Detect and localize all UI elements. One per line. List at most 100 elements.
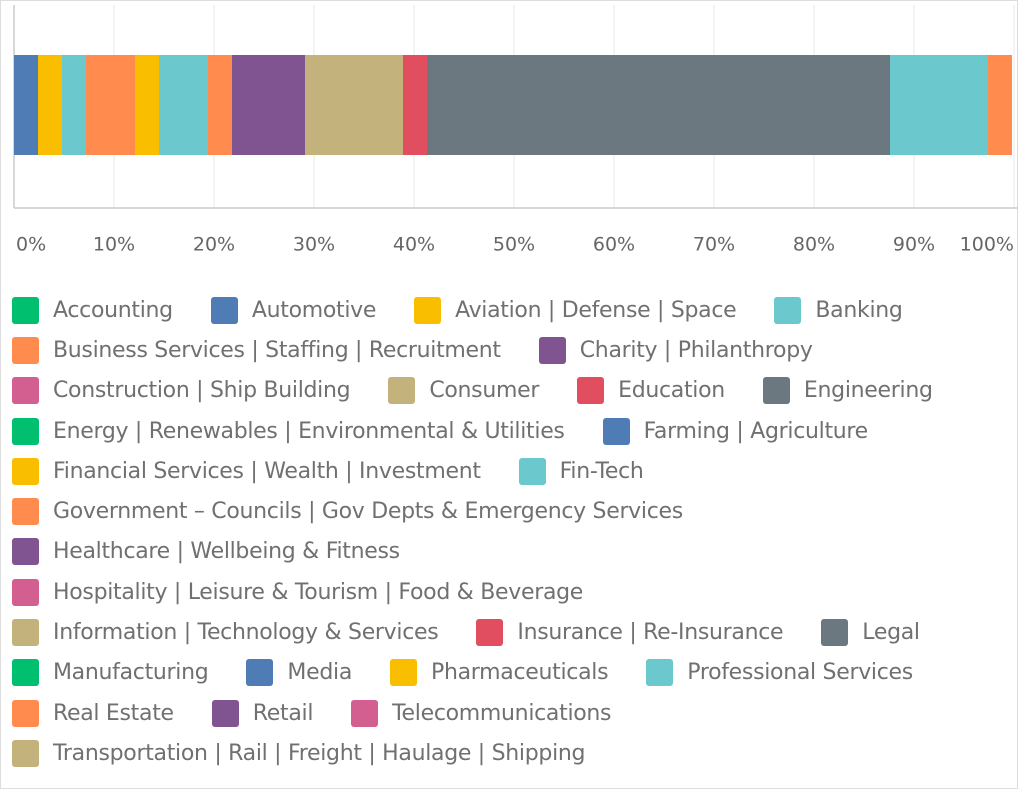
legend-row: Healthcare | Wellbeing & Fitness (12, 532, 1012, 572)
legend-label: Retail (252, 700, 314, 726)
legend-item: Charity | Philanthropy (538, 336, 813, 364)
legend-item: Education (577, 377, 725, 405)
x-tick-label: 0% (16, 234, 46, 256)
bar-segment (38, 55, 62, 155)
legend-item: Financial Services | Wealth | Investment (12, 457, 481, 485)
legend-swatch (762, 377, 790, 405)
legend-swatch (12, 377, 39, 405)
x-tick-label: 80% (793, 234, 835, 256)
legend-swatch (602, 417, 630, 445)
legend-swatch (12, 498, 39, 526)
legend-label: Legal (862, 620, 920, 646)
legend-row: Business Services | Staffing | Recruitme… (12, 330, 1012, 370)
legend-swatch (414, 296, 442, 324)
legend-swatch (821, 619, 849, 647)
legend-swatch (476, 619, 504, 647)
legend-item: Pharmaceuticals (390, 659, 609, 687)
legend-item: Real Estate (12, 699, 174, 727)
legend-label: Financial Services | Wealth | Investment (53, 458, 481, 484)
legend-swatch (12, 578, 39, 606)
legend-label: Energy | Renewables | Environmental & Ut… (53, 418, 565, 444)
legend-swatch (12, 699, 39, 727)
x-tick-label: 10% (93, 234, 135, 256)
legend-row: Hospitality | Leisure & Tourism | Food &… (12, 572, 1012, 612)
legend-item: Telecommunications (351, 699, 612, 727)
legend-label: Government – Councils | Gov Depts & Emer… (53, 499, 683, 525)
x-tick-label: 30% (293, 234, 335, 256)
legend-item: Media (246, 659, 352, 687)
bar-segment (427, 55, 890, 155)
legend-item: Manufacturing (12, 659, 209, 687)
legend-item: Energy | Renewables | Environmental & Ut… (12, 417, 565, 445)
legend-item: Engineering (762, 377, 933, 405)
legend-label: Education (618, 378, 725, 404)
legend-label: Insurance | Re-Insurance (517, 620, 784, 646)
legend-swatch (12, 336, 39, 364)
legend-swatch (390, 659, 417, 687)
legend-row: Financial Services | Wealth | Investment… (12, 451, 1012, 491)
legend-label: Aviation | Defense | Space (455, 297, 737, 323)
legend-item: Automotive (210, 296, 377, 324)
legend-label: Telecommunications (392, 700, 612, 726)
legend-item: Accounting (12, 296, 173, 324)
legend-swatch (210, 296, 238, 324)
legend-label: Healthcare | Wellbeing & Fitness (53, 539, 400, 565)
legend-label: Engineering (803, 378, 933, 404)
legend-swatch (12, 417, 39, 445)
legend-swatch (538, 336, 566, 364)
legend-swatch (12, 619, 39, 647)
legend-swatch (774, 296, 802, 324)
bar-segment (988, 55, 1012, 155)
legend-swatch (12, 538, 39, 566)
chart: 0% 10% 20% 30% 40% 50% 60% 70% 80% 90% 100% (13, 5, 1018, 256)
legend-row: Accounting Automotive Aviation | Defense |… (12, 290, 1012, 330)
legend-row: Real Estate Retail Telecommunications (12, 693, 1012, 733)
legend-swatch (12, 739, 39, 767)
legend-label: Banking (815, 297, 903, 323)
bar-segment (305, 55, 403, 155)
legend-label: Media (287, 660, 352, 686)
x-tick-label: 50% (493, 234, 535, 256)
legend-swatch (388, 377, 416, 405)
legend-item: Aviation | Defense | Space (414, 296, 737, 324)
bar-segment (62, 55, 86, 155)
legend-label: Fin-Tech (559, 458, 644, 484)
bar-segment (890, 55, 988, 155)
bar-segment (208, 55, 232, 155)
legend-swatch (518, 457, 546, 485)
x-tick-label: 90% (893, 234, 935, 256)
legend-swatch (12, 659, 39, 687)
bar-segment (159, 55, 208, 155)
x-tick-label: 20% (193, 234, 235, 256)
legend-item: Banking (774, 296, 903, 324)
legend-item: Retail (211, 699, 314, 727)
legend-item: Legal (821, 619, 920, 647)
bar-segment (14, 55, 38, 155)
legend-item: Farming | Agriculture (602, 417, 869, 445)
legend-label: Business Services | Staffing | Recruitme… (53, 337, 501, 363)
legend-label: Pharmaceuticals (431, 660, 609, 686)
legend-swatch (12, 457, 39, 485)
legend-item: Hospitality | Leisure & Tourism | Food &… (12, 578, 584, 606)
legend-item: Information | Technology & Services (12, 619, 439, 647)
legend-label: Transportation | Rail | Freight | Haulag… (53, 740, 586, 766)
legend-label: Manufacturing (53, 660, 209, 686)
legend-item: Consumer (388, 377, 540, 405)
legend-label: Hospitality | Leisure & Tourism | Food &… (53, 579, 584, 605)
bar-segment (403, 55, 427, 155)
legend-label: Farming | Agriculture (643, 418, 869, 444)
legend-row: Transportation | Rail | Freight | Haulag… (12, 733, 1012, 773)
legend-swatch (577, 377, 605, 405)
x-tick-label: 40% (393, 234, 435, 256)
legend-item: Fin-Tech (518, 457, 644, 485)
legend-swatch (12, 296, 39, 324)
legend-item: Business Services | Staffing | Recruitme… (12, 336, 501, 364)
legend-label: Professional Services (687, 660, 913, 686)
x-tick-label: 100% (960, 234, 1014, 256)
legend-label: Automotive (251, 297, 377, 323)
legend-swatch (246, 659, 274, 687)
legend-label: Consumer (429, 378, 540, 404)
legend-swatch (351, 699, 379, 727)
bar-segment (232, 55, 305, 155)
legend-item: Insurance | Re-Insurance (476, 619, 784, 647)
